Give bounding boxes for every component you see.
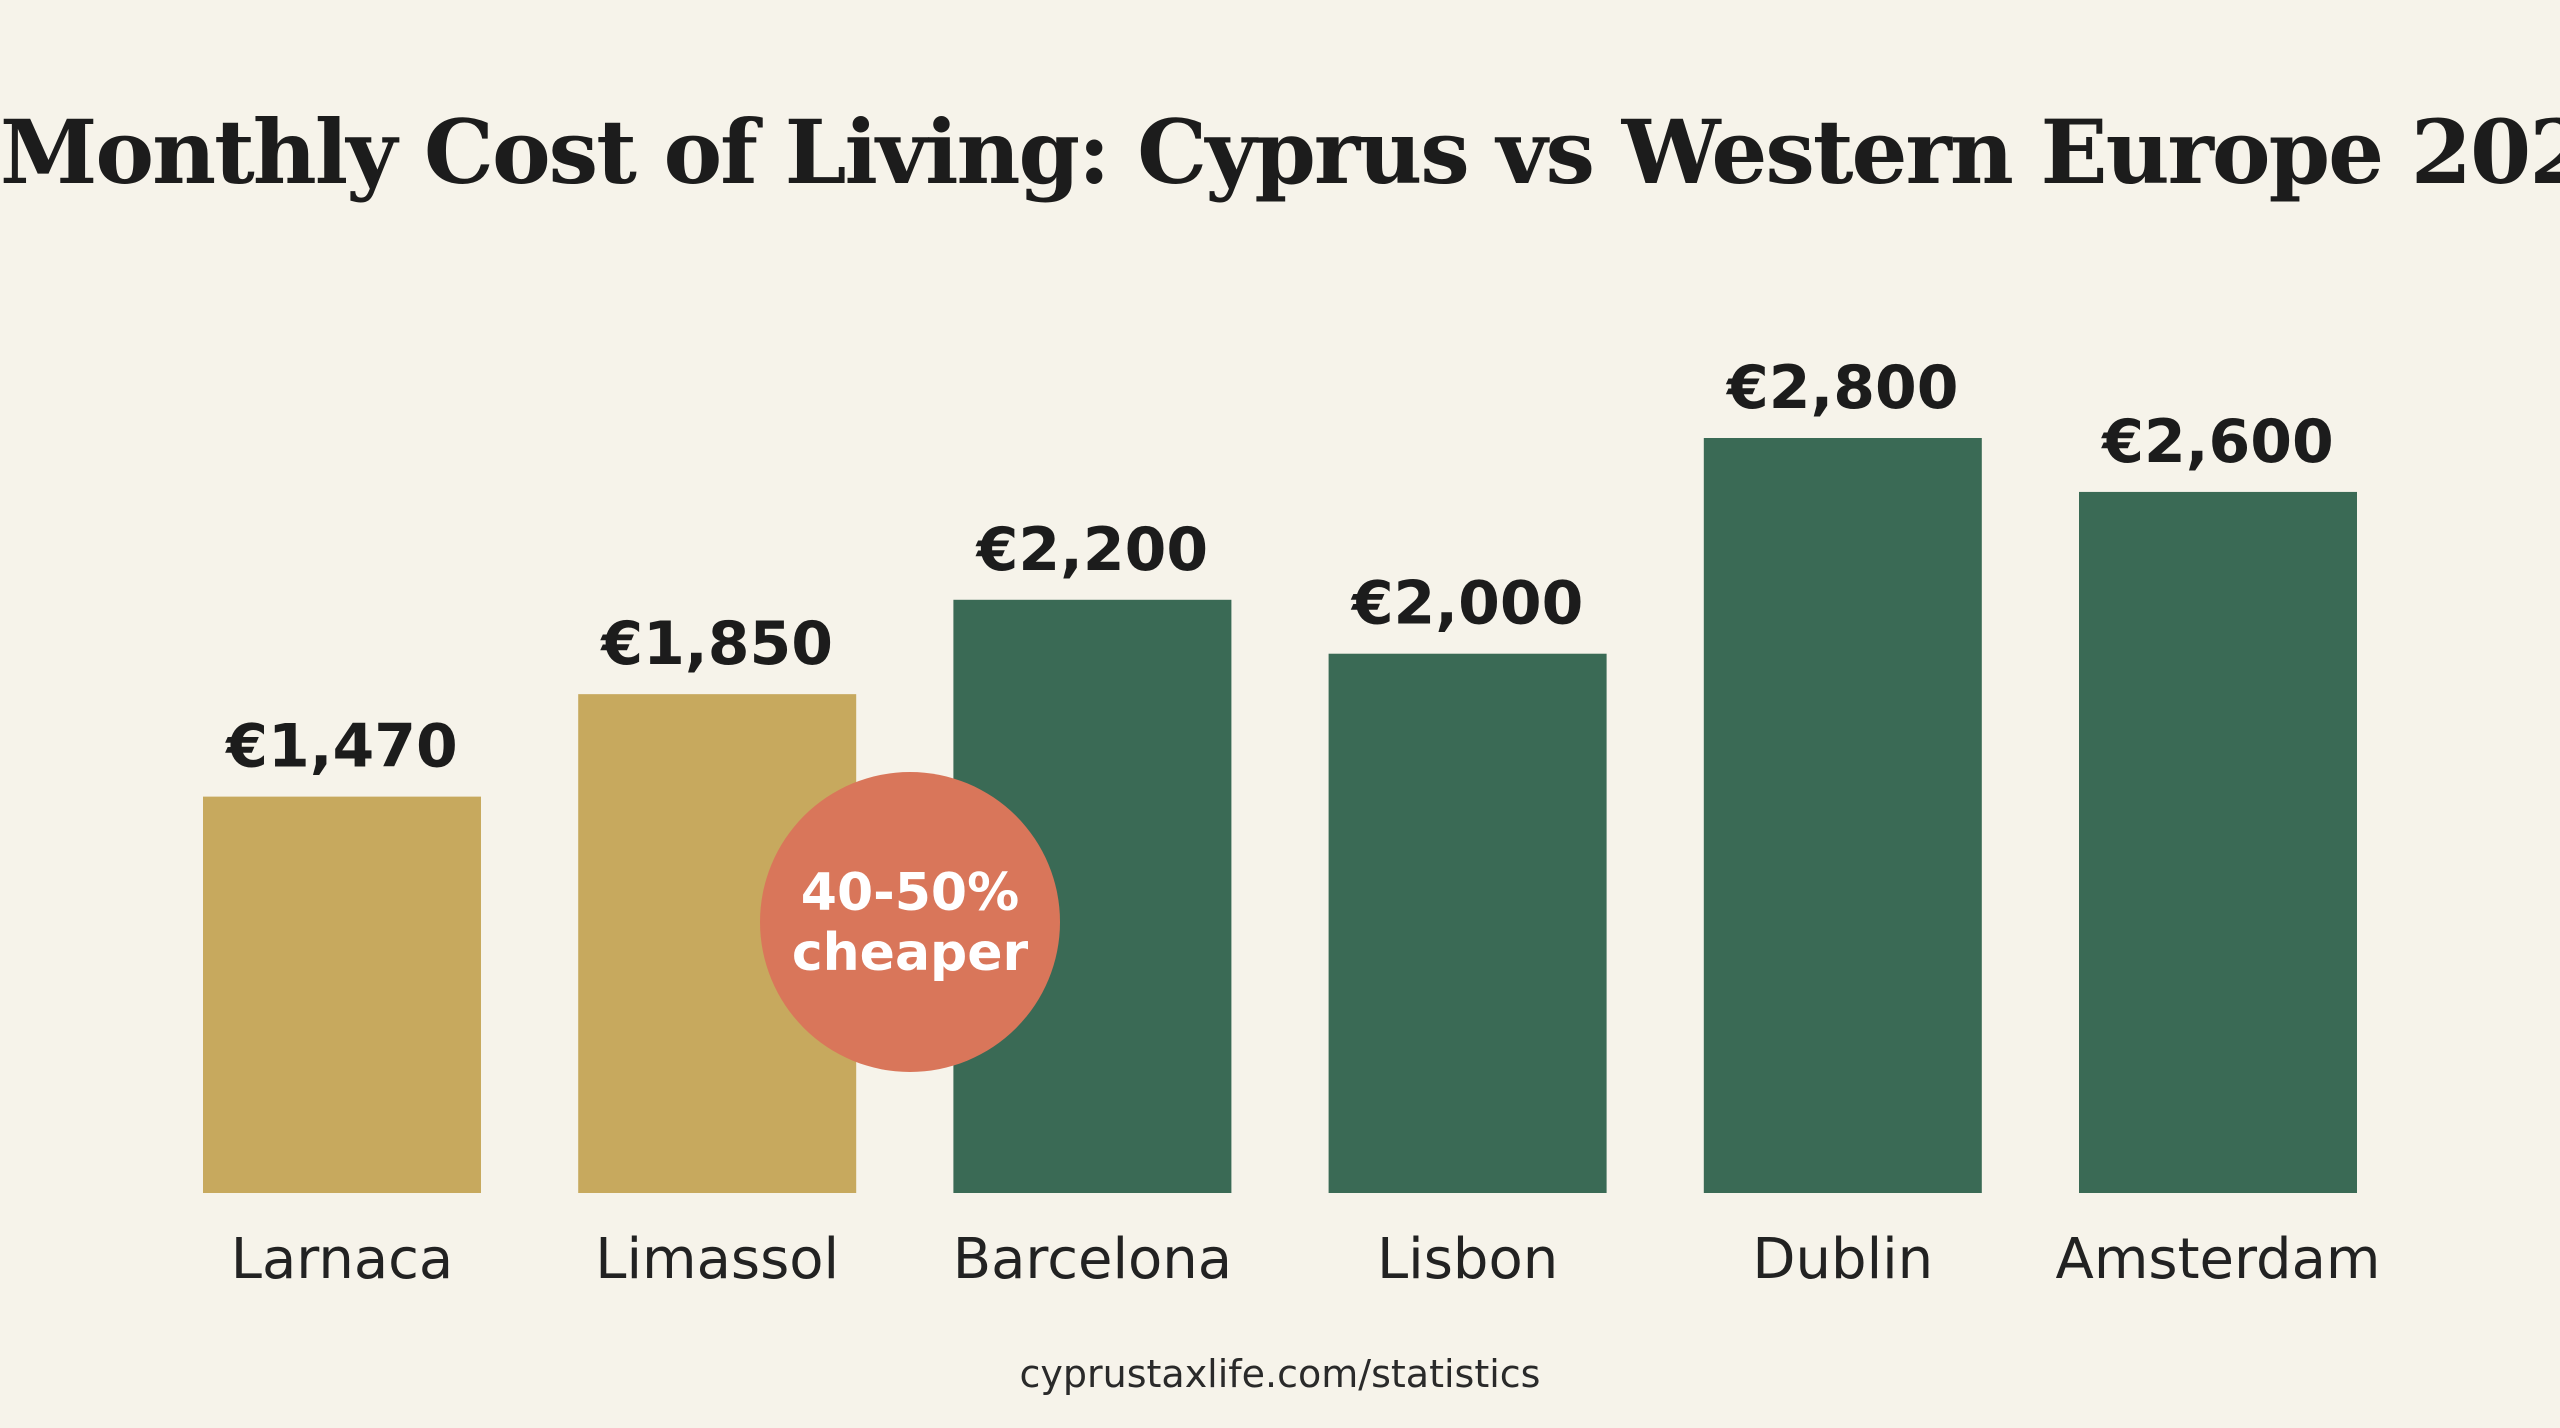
cheaper-badge-circle <box>760 772 1060 1072</box>
category-label-limassol: Limassol <box>595 1227 839 1292</box>
category-label-dublin: Dublin <box>1752 1227 1933 1292</box>
chart-title: Monthly Cost of Living: Cyprus vs Wester… <box>0 100 2560 204</box>
cheaper-badge-line1: 40-50% <box>801 863 1019 923</box>
bar-dublin <box>1703 438 1982 1193</box>
value-label-larnaca: €1,470 <box>224 712 458 782</box>
category-label-barcelona: Barcelona <box>953 1227 1232 1292</box>
value-label-lisbon: €2,000 <box>1350 569 1584 639</box>
category-labels-layer: Larnaca Limassol Barcelona Lisbon Dublin Amst… <box>231 1227 2381 1292</box>
value-label-limassol: €1,850 <box>599 609 833 679</box>
bar-lisbon <box>1328 653 1607 1193</box>
value-labels-layer: €1,470 €1,850 €2,200 €2,000 €2,800 €2,600 <box>224 353 2334 782</box>
value-label-amsterdam: €2,600 <box>2100 407 2334 477</box>
bars-layer <box>203 438 2357 1193</box>
category-label-amsterdam: Amsterdam <box>2056 1227 2381 1292</box>
cheaper-badge-line2: cheaper <box>792 923 1029 983</box>
value-label-dublin: €2,800 <box>1725 353 1959 423</box>
category-label-lisbon: Lisbon <box>1377 1227 1558 1292</box>
bar-larnaca <box>203 796 481 1193</box>
value-label-barcelona: €2,200 <box>975 515 1209 585</box>
cheaper-badge: 40-50% cheaper <box>760 772 1060 1072</box>
source-footer: cyprustaxlife.com/statistics <box>1019 1352 1541 1396</box>
bar-amsterdam <box>2079 491 2357 1193</box>
category-label-larnaca: Larnaca <box>231 1227 453 1292</box>
